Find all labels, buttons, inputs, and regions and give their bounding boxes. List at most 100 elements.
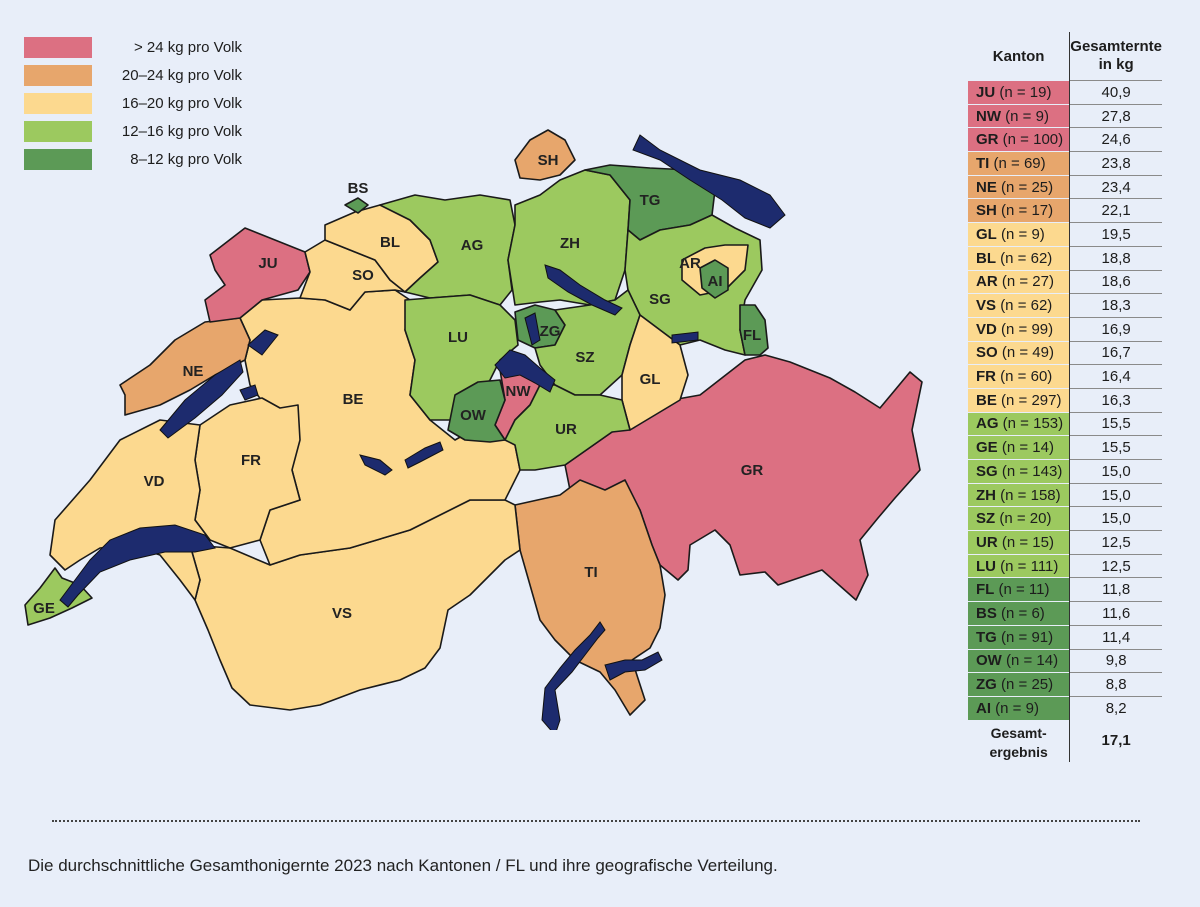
harvest-value: 18,3 <box>1069 293 1162 318</box>
canton-fl[interactable] <box>739 304 769 356</box>
lake-murten <box>239 384 259 401</box>
kanton-n: (n = 9) <box>995 699 1039 717</box>
map-label-zh: ZH <box>560 235 580 252</box>
harvest-value: 16,9 <box>1069 316 1162 342</box>
kanton-cell: OW (n = 14) <box>968 648 1070 673</box>
map-label-vd: VD <box>144 473 165 490</box>
kanton-code: TI <box>976 154 990 172</box>
kanton-cell: GE (n = 14) <box>968 435 1070 460</box>
harvest-value: 15,5 <box>1069 411 1162 436</box>
canton-vd[interactable] <box>49 419 211 601</box>
kanton-cell: NW (n = 9) <box>968 103 1070 128</box>
kanton-cell: TG (n = 91) <box>968 624 1070 649</box>
harvest-value: 40,9 <box>1069 80 1162 105</box>
table-row: AR (n = 27) 18,6 <box>968 269 1162 294</box>
harvest-value: 16,3 <box>1069 387 1162 413</box>
canton-lu[interactable] <box>404 294 519 421</box>
kanton-cell: ZG (n = 25) <box>968 672 1070 697</box>
kanton-code: UR <box>976 533 998 551</box>
map-label-ge: GE <box>33 600 55 617</box>
header-ernte-line2: in kg <box>1098 56 1134 73</box>
legend-swatch <box>24 148 92 170</box>
kanton-cell: LU (n = 111) <box>968 553 1070 578</box>
lake-lucerne <box>494 349 556 393</box>
kanton-code: BL <box>976 249 996 267</box>
canton-bs[interactable] <box>344 197 369 214</box>
kanton-n: (n = 62) <box>1000 249 1053 267</box>
total-label: Gesamt- ergebnis <box>968 720 1070 762</box>
harvest-value: 16,4 <box>1069 364 1162 389</box>
harvest-value: 16,7 <box>1069 340 1162 365</box>
kanton-n: (n = 20) <box>999 510 1052 528</box>
kanton-cell: SZ (n = 20) <box>968 506 1070 531</box>
table-row: SH (n = 17) 22,1 <box>968 198 1162 223</box>
kanton-cell: SO (n = 49) <box>968 340 1070 365</box>
legend-item: 8–12 kg pro Volk <box>24 145 262 173</box>
harvest-value: 18,8 <box>1069 245 1162 270</box>
kanton-cell: JU (n = 19) <box>968 80 1070 105</box>
harvest-value: 12,5 <box>1069 530 1162 555</box>
lake-constance <box>632 134 786 229</box>
kanton-n: (n = 91) <box>1001 628 1054 646</box>
canton-ai[interactable] <box>699 259 729 299</box>
table-row: UR (n = 15) 12,5 <box>968 530 1162 555</box>
table-row: LU (n = 111) 12,5 <box>968 553 1162 578</box>
kanton-n: (n = 14) <box>1006 652 1059 670</box>
harvest-value: 12,5 <box>1069 553 1162 578</box>
table-row: TG (n = 91) 11,4 <box>968 624 1162 649</box>
canton-ne[interactable] <box>119 317 251 416</box>
kanton-cell: FL (n = 11) <box>968 577 1070 602</box>
legend-item: > 24 kg pro Volk <box>24 33 262 61</box>
harvest-value: 23,4 <box>1069 174 1162 199</box>
table-row: BE (n = 297) 16,3 <box>968 387 1162 413</box>
map-label-vs: VS <box>332 605 352 622</box>
kanton-code: LU <box>976 557 996 575</box>
kanton-cell: AG (n = 153) <box>968 411 1070 436</box>
canton-ow[interactable] <box>447 379 506 443</box>
lake-neuchatel <box>159 359 244 439</box>
map-label-ne: NE <box>183 363 204 380</box>
kanton-n: (n = 100) <box>1002 131 1064 149</box>
switzerland-map: JU BS BL SO AG ZH SH TG AR AI SG FL ZG L… <box>24 129 923 730</box>
lake-biel <box>247 329 279 356</box>
map-label-ju: JU <box>258 255 277 272</box>
table-row: AI (n = 9) 8,2 <box>968 695 1162 720</box>
kanton-cell: BE (n = 297) <box>968 387 1070 413</box>
canton-ti[interactable] <box>514 479 666 716</box>
harvest-value: 15,5 <box>1069 435 1162 460</box>
kanton-n: (n = 17) <box>1001 202 1054 220</box>
kanton-cell: SH (n = 17) <box>968 198 1070 223</box>
kanton-n: (n = 60) <box>1000 368 1053 386</box>
kanton-n: (n = 153) <box>1002 415 1064 433</box>
map-label-ow: OW <box>460 407 487 424</box>
table-row: SO (n = 49) 16,7 <box>968 340 1162 365</box>
lake-thun <box>359 454 393 476</box>
lake-maggiore <box>541 621 606 730</box>
kanton-code: SZ <box>976 510 996 528</box>
canton-ur[interactable] <box>504 384 631 471</box>
lake-geneva <box>59 524 216 608</box>
canton-sh[interactable] <box>514 129 576 181</box>
map-label-sh: SH <box>538 152 559 169</box>
legend-item: 16–20 kg pro Volk <box>24 89 262 117</box>
map-label-ag: AG <box>461 237 484 254</box>
harvest-value: 24,6 <box>1069 127 1162 152</box>
canton-ju[interactable] <box>204 227 311 323</box>
table-row: JU (n = 19) 40,9 <box>968 80 1162 105</box>
kanton-n: (n = 297) <box>1001 391 1062 409</box>
map-label-lu: LU <box>448 329 468 346</box>
total-label-line1: Gesamt- <box>990 724 1047 741</box>
kanton-code: NW <box>976 107 1001 125</box>
canton-zh[interactable] <box>507 169 631 306</box>
kanton-n: (n = 143) <box>1001 462 1063 480</box>
kanton-code: BE <box>976 391 997 409</box>
harvest-value: 23,8 <box>1069 151 1162 176</box>
kanton-code: SH <box>976 202 997 220</box>
kanton-code: JU <box>976 83 996 101</box>
map-label-ai: AI <box>708 273 723 290</box>
table-row: SZ (n = 20) 15,0 <box>968 506 1162 531</box>
kanton-n: (n = 14) <box>1001 439 1054 457</box>
canton-ge[interactable] <box>24 567 93 626</box>
kanton-code: SG <box>976 462 998 480</box>
table-row: AG (n = 153) 15,5 <box>968 411 1162 436</box>
